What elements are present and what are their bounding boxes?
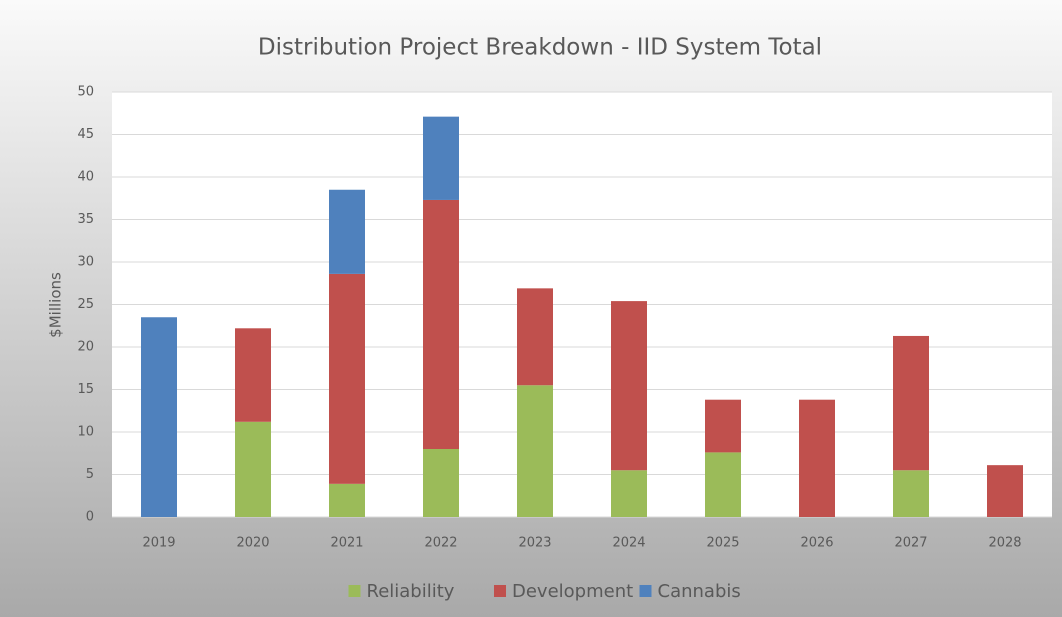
y-tick-label: 45 [77,127,94,142]
legend-swatch [494,585,506,597]
bar-segment [329,483,365,517]
y-tick-label: 30 [77,255,94,270]
x-tick-label: 2027 [894,536,927,551]
bar-segment [517,288,553,386]
x-tick-label: 2024 [612,536,645,551]
legend-swatch [639,585,652,597]
bar-segment [423,449,459,517]
legend-label: Reliability [367,581,455,602]
bar-segment [893,470,929,517]
legend-swatch [348,585,361,597]
y-tick-label: 15 [77,382,94,397]
y-tick-label: 10 [77,425,94,440]
bar-segment [235,328,271,422]
x-tick-label: 2026 [800,536,833,551]
y-tick-label: 0 [86,510,94,525]
x-tick-label: 2021 [330,536,363,551]
y-tick-label: 50 [77,85,94,100]
bar-segment [423,116,459,200]
bar-segment [987,465,1023,517]
bar-segment [799,399,835,517]
bar-segment [705,452,741,517]
y-tick-label: 20 [77,340,94,355]
y-axis-label: $Millions [47,272,65,338]
legend-label: Development [512,581,633,602]
bar-segment [141,317,177,517]
x-tick-label: 2020 [236,536,269,551]
bar-segment [611,301,647,471]
bar-segment [329,189,365,274]
bar-segment [329,273,365,484]
bar-segment [611,470,647,517]
bar-segment [235,421,271,517]
y-tick-label: 25 [77,297,94,312]
bar-segment [705,399,741,453]
y-tick-label: 35 [77,212,94,227]
chart-title: Distribution Project Breakdown - IID Sys… [258,35,822,61]
y-tick-label: 5 [86,467,94,482]
bar-segment [423,199,459,449]
bar-segment [893,335,929,471]
x-tick-label: 2028 [988,536,1021,551]
bar-segment [517,385,553,517]
x-tick-label: 2022 [424,536,457,551]
x-tick-label: 2025 [706,536,739,551]
x-tick-label: 2019 [142,536,175,551]
x-tick-label: 2023 [518,536,551,551]
legend-label: Cannabis [658,581,741,602]
y-tick-label: 40 [77,170,94,185]
